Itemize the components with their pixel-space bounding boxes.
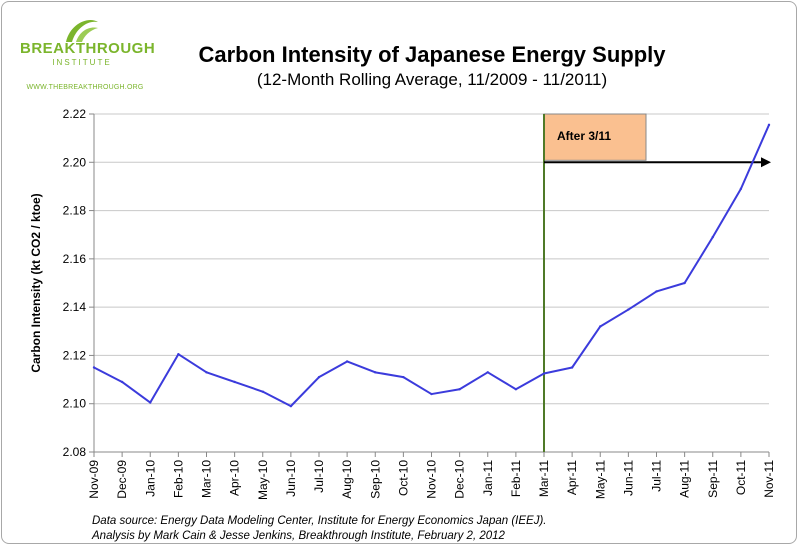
x-tick-label: Nov-10 [425, 460, 439, 499]
y-tick-label: 2.16 [63, 252, 87, 266]
data-point [92, 366, 96, 369]
data-point [233, 380, 236, 384]
x-tick-label: Jun-11 [621, 460, 635, 496]
x-tick-label: Oct-11 [734, 460, 748, 495]
data-point [486, 371, 489, 374]
chart-subtitle: (12-Month Rolling Average, 11/2009 - 11/… [256, 70, 608, 89]
x-tick-label: May-10 [256, 460, 270, 500]
y-tick-label: 2.10 [63, 397, 87, 411]
data-point [120, 380, 124, 384]
data-point [739, 187, 743, 191]
x-tick-label: May-11 [593, 460, 607, 499]
data-point [402, 375, 405, 379]
x-tick-label: Jan-11 [481, 460, 495, 496]
y-tick-label: 2.14 [63, 300, 87, 314]
x-tick-label: Dec-10 [453, 460, 467, 499]
y-tick-label: 2.20 [63, 155, 87, 169]
x-tick-label: Dec-09 [115, 460, 129, 499]
source-note-line-1: Data source: Energy Data Modeling Center… [92, 515, 547, 527]
x-tick-label: Aug-11 [678, 460, 692, 498]
x-tick-label: Nov-11 [762, 460, 776, 498]
source-note: Data source: Energy Data Modeling Center… [92, 514, 782, 543]
data-point [205, 371, 208, 374]
data-point [627, 308, 630, 311]
x-tick-label: Jul-10 [312, 460, 326, 493]
x-tick-label: Sep-11 [706, 460, 720, 498]
x-tick-label: Apr-11 [565, 460, 579, 495]
y-tick-label: 2.22 [63, 107, 87, 121]
chart-title: Carbon Intensity of Japanese Energy Supp… [198, 42, 666, 67]
logo-subtitle: INSTITUTE [52, 58, 112, 67]
annotation-arrowhead [761, 157, 771, 168]
x-tick-label: Mar-10 [200, 460, 214, 498]
data-point [683, 281, 686, 285]
series-line [93, 124, 770, 408]
annotation-label: After 3/11 [557, 129, 611, 143]
x-tick-label: Apr-10 [228, 460, 242, 496]
x-tick-label: Jul-11 [650, 460, 664, 492]
data-point [767, 123, 771, 127]
data-point [317, 375, 321, 379]
x-tick-label: Nov-09 [87, 460, 101, 499]
x-tick-label: Aug-10 [340, 460, 354, 499]
data-point [177, 353, 180, 356]
x-tick-label: Mar-11 [537, 460, 551, 497]
data-point [345, 360, 349, 363]
x-tick-label: Feb-10 [171, 460, 185, 498]
x-tick-label: Oct-10 [396, 460, 410, 496]
annotation-box [543, 113, 647, 161]
logo-swoosh-icon [66, 20, 98, 42]
logo-url: WWW.THEBREAKTHROUGH.ORG [26, 84, 144, 91]
y-axis-label: Carbon Intensity (kt CO2 / ktoe) [29, 193, 43, 372]
logo-name: BREAKTHROUGH [20, 40, 156, 57]
data-point [430, 392, 433, 396]
data-point [289, 404, 293, 408]
data-point [374, 371, 377, 374]
data-point [261, 390, 264, 393]
y-tick-label: 2.08 [63, 445, 87, 459]
data-point [711, 235, 714, 239]
data-point [655, 290, 658, 293]
x-tick-label: Feb-11 [509, 460, 523, 497]
y-tick-label: 2.12 [63, 348, 87, 362]
data-point [458, 388, 461, 391]
data-point [514, 388, 518, 391]
x-tick-label: Jan-10 [143, 460, 157, 497]
source-note-line-2: Analysis by Mark Cain & Jesse Jenkins, B… [92, 530, 505, 542]
breakthrough-logo: BREAKTHROUGH INSTITUTE WWW.THEBREAKTHROU… [20, 16, 155, 100]
data-point [149, 401, 152, 404]
data-point [570, 366, 574, 369]
x-tick-label: Sep-10 [368, 460, 382, 499]
data-point [599, 325, 602, 328]
data-point [542, 372, 546, 375]
y-tick-label: 2.18 [63, 204, 87, 218]
x-tick-label: Jun-10 [284, 460, 298, 497]
